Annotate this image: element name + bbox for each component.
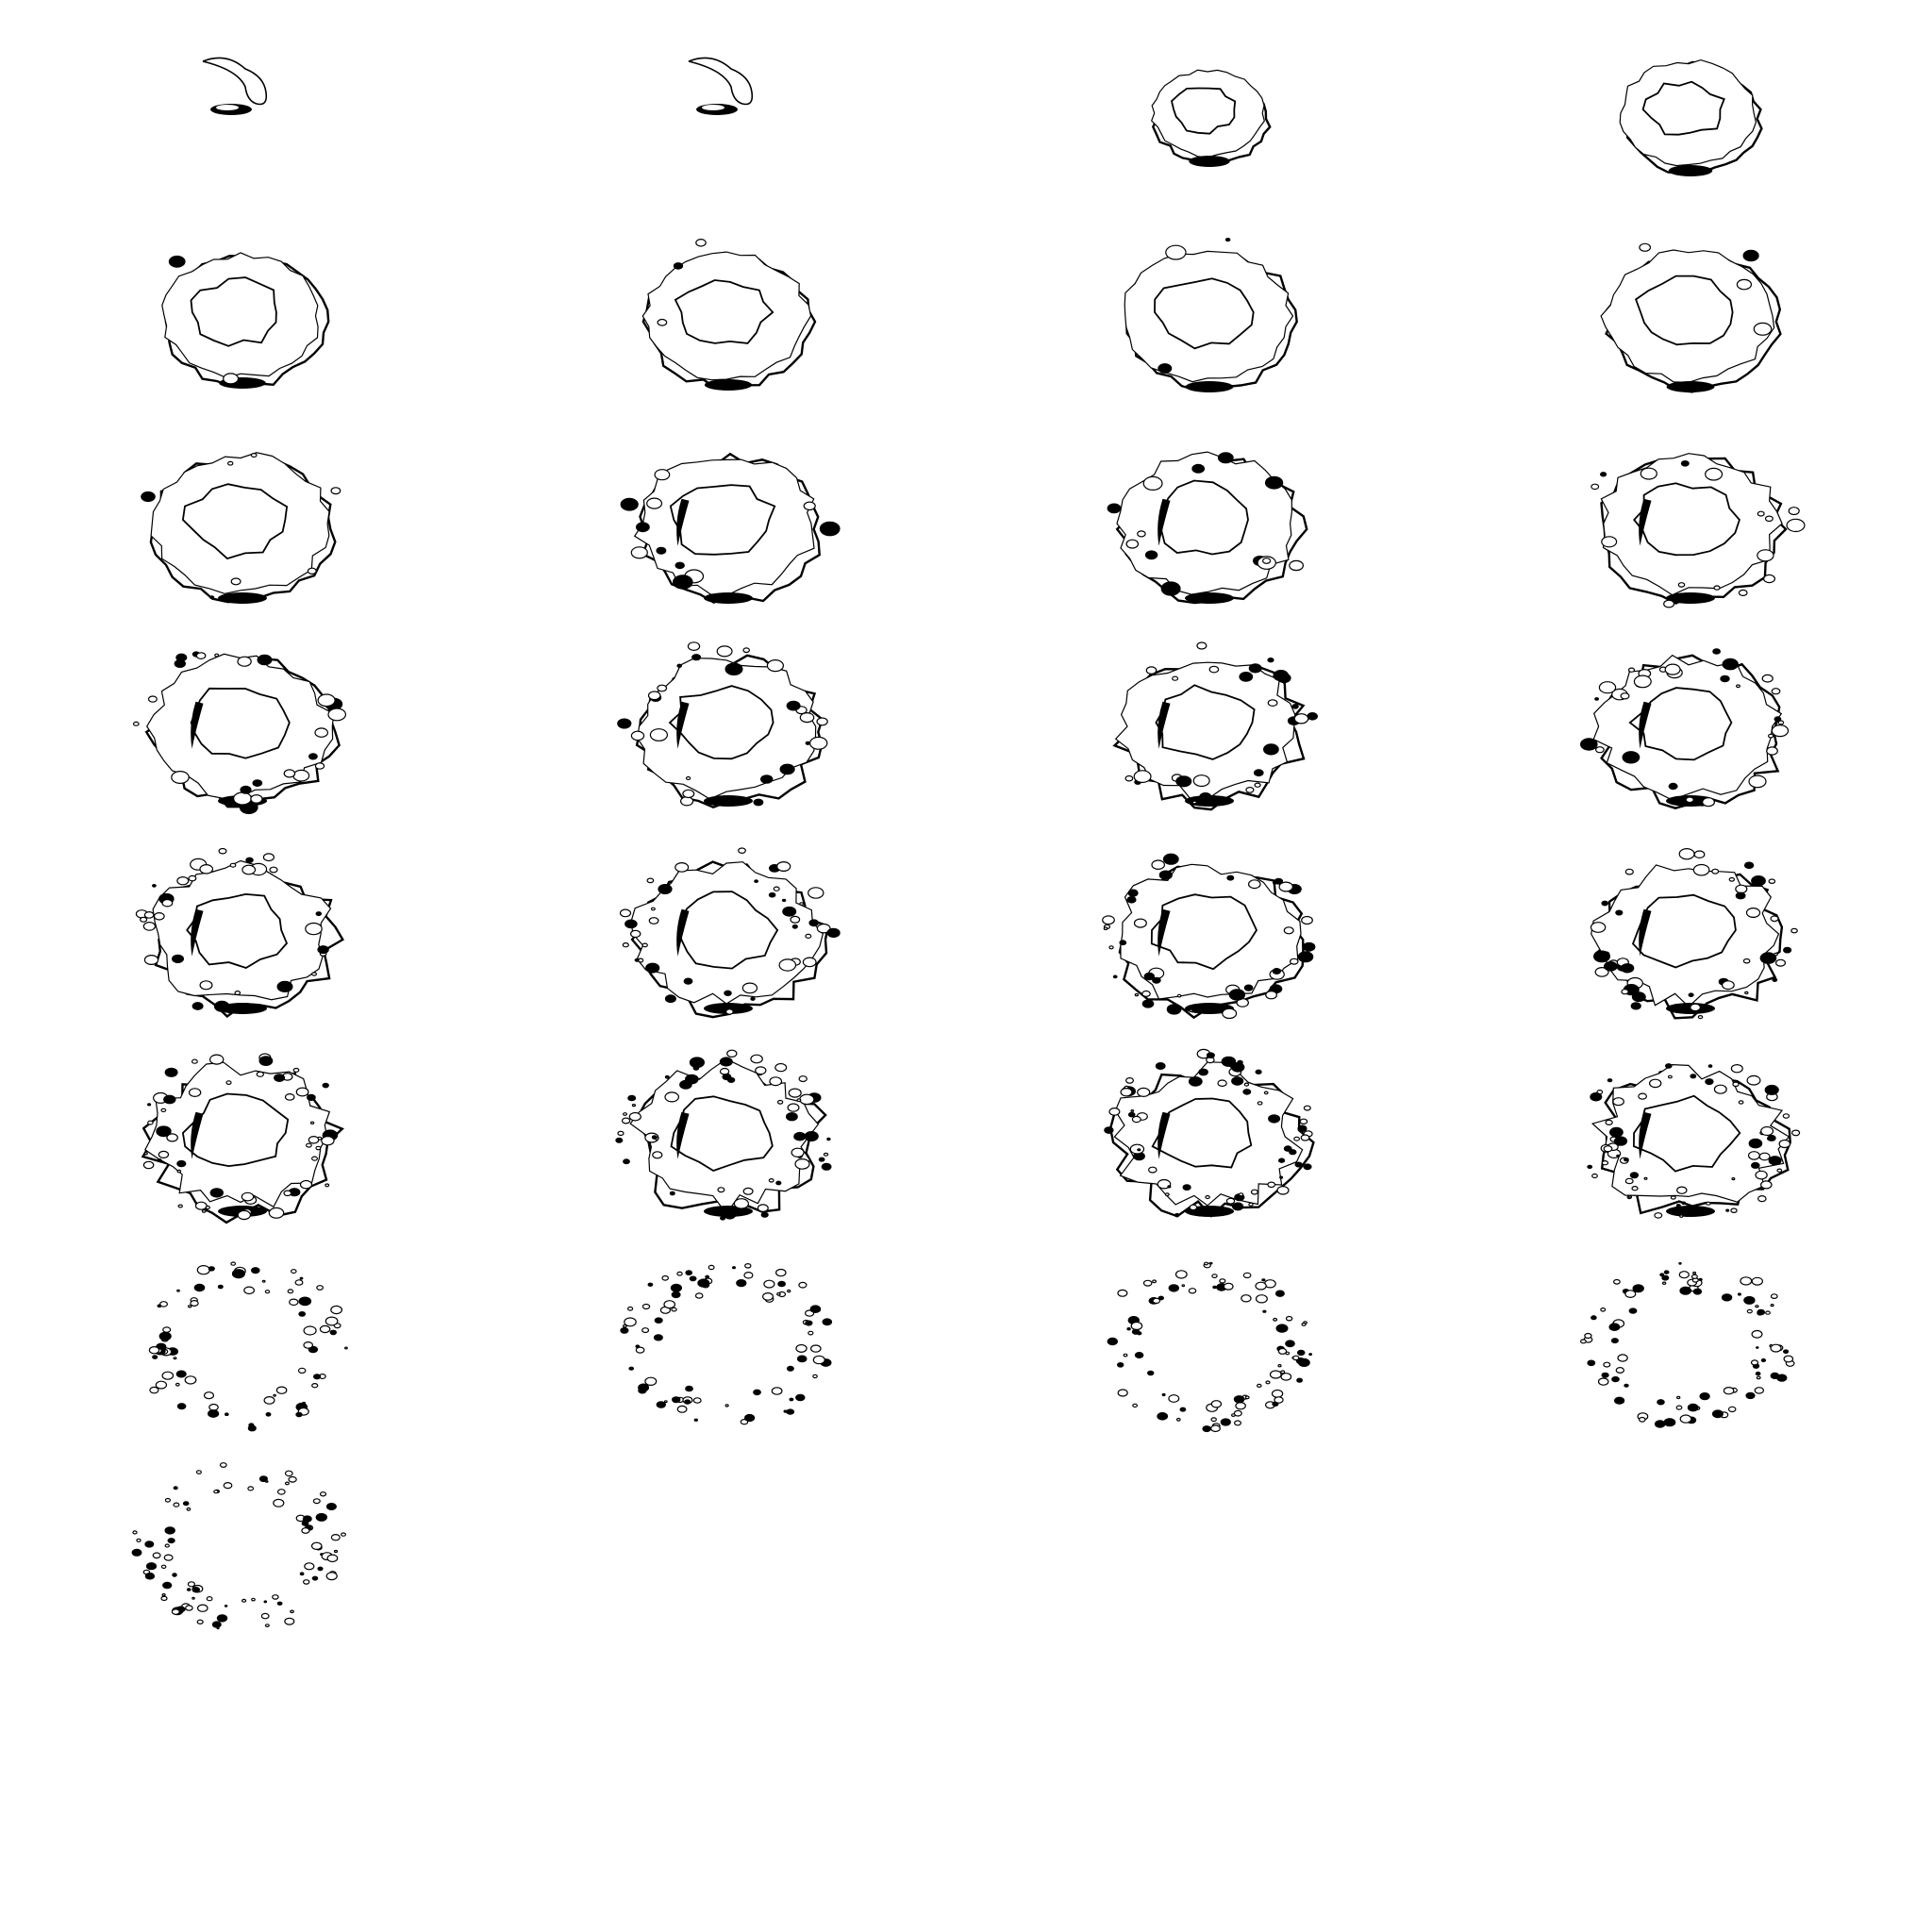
sprite-frame-15 <box>1047 566 1368 887</box>
smoke-ring-drawing <box>1124 237 1298 392</box>
sprite-frame-27 <box>1047 1184 1368 1505</box>
sprite-frame-26 <box>566 1184 887 1505</box>
smoke-ring-drawing <box>1107 451 1308 605</box>
smoke-ring-drawing <box>141 1053 344 1224</box>
smoke-ring-drawing <box>135 847 344 1018</box>
sprite-frame-17 <box>80 774 401 1094</box>
smoke-ring-drawing <box>1107 1261 1313 1433</box>
smoke-ring-drawing <box>148 1261 348 1432</box>
sprite-frame-21 <box>80 976 401 1297</box>
smoke-ring-drawing <box>1591 453 1806 608</box>
smoke-ring-drawing <box>1619 58 1763 176</box>
smoke-ring-drawing <box>688 57 754 115</box>
sprite-frame-11 <box>1047 363 1368 684</box>
sprite-frame-8 <box>1528 156 1849 476</box>
sprite-frame-20 <box>1528 774 1849 1094</box>
sprite-frame-9 <box>80 363 401 684</box>
sprite-frame-13 <box>80 566 401 887</box>
sprite-frame-6 <box>566 156 887 476</box>
smoke-ring-drawing <box>641 239 817 391</box>
smoke-ring-drawing <box>619 847 841 1019</box>
sprite-frame-14 <box>566 566 887 887</box>
sprite-frame-18 <box>566 774 887 1094</box>
sprite-frame-24 <box>1528 976 1849 1297</box>
sprite-frame-25 <box>80 1184 401 1505</box>
smoke-ring-drawing <box>617 641 828 808</box>
smoke-ring-drawing <box>620 1263 833 1425</box>
sprite-frame-23 <box>1047 976 1368 1297</box>
smoke-ring-drawing <box>620 452 841 604</box>
smoke-ring-drawing <box>161 252 330 389</box>
sprite-frame-2 <box>566 0 887 274</box>
sprite-frame-22 <box>566 976 887 1297</box>
smoke-ring-drawing <box>141 452 341 604</box>
sprite-frame-4 <box>1528 0 1849 274</box>
smoke-ring-drawing <box>202 57 268 115</box>
smoke-ring-drawing <box>1587 1063 1801 1219</box>
sprite-frame-1 <box>80 0 401 274</box>
sprite-frame-29 <box>80 1387 401 1707</box>
smoke-ring-drawing <box>1151 69 1272 167</box>
smoke-ring-drawing <box>615 1049 832 1221</box>
sprite-frame-19 <box>1047 774 1368 1094</box>
smoke-ring-drawing <box>1112 641 1318 811</box>
sprite-frame-5 <box>80 156 401 476</box>
smoke-ring-drawing <box>1580 1261 1795 1428</box>
sprite-frame-10 <box>566 363 887 684</box>
sprite-frame-28 <box>1528 1184 1849 1505</box>
smoke-ring-drawing <box>1600 242 1782 393</box>
smoke-ring-drawing <box>131 1462 347 1630</box>
sprite-frame-3 <box>1047 0 1368 274</box>
smoke-ring-drawing <box>1580 648 1790 809</box>
smoke-ring-drawing <box>1104 1048 1315 1218</box>
smoke-ring-drawing <box>1590 847 1798 1020</box>
smoke-ring-drawing <box>132 651 346 814</box>
sprite-frame-16 <box>1528 566 1849 887</box>
sprite-frame-7 <box>1047 156 1368 476</box>
sprite-frame-12 <box>1528 363 1849 684</box>
smoke-ring-drawing <box>1102 853 1316 1020</box>
